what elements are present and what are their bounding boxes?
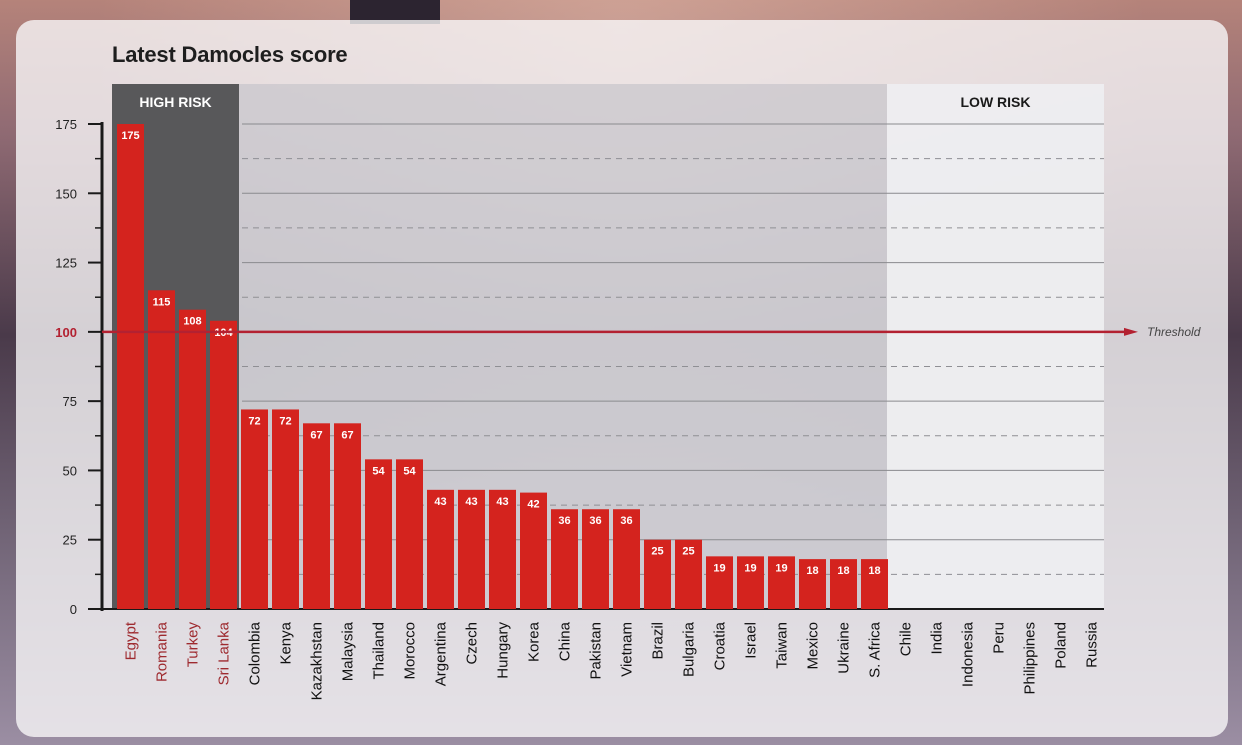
bar-value-label: 72 (279, 415, 291, 427)
bar (644, 539, 671, 609)
bar (179, 309, 206, 609)
x-tick-label: Colombia (247, 621, 264, 685)
bar-value-label: 19 (713, 562, 725, 574)
x-tick-label: Argentina (433, 621, 450, 686)
x-tick-label: Bulgaria (681, 621, 698, 677)
x-tick-label: Malaysia (340, 621, 357, 681)
x-tick-label: Romania (154, 621, 171, 682)
bar (830, 559, 857, 609)
bar (210, 320, 237, 609)
bar-value-label: 108 (183, 316, 201, 328)
y-tick-label: 50 (63, 463, 77, 478)
x-tick-label: Poland (1053, 622, 1070, 669)
bar-value-label: 19 (744, 562, 756, 574)
x-tick-label: Czech (464, 622, 481, 665)
y-tick-label: 125 (55, 256, 77, 271)
bar-value-label: 18 (806, 565, 818, 577)
bar (117, 124, 144, 609)
x-tick-label: India (929, 621, 946, 654)
x-tick-label: Korea (526, 621, 543, 662)
bar (861, 559, 888, 609)
bar-value-label: 18 (837, 565, 849, 577)
bar (675, 539, 702, 609)
x-tick-label: Taiwan (774, 622, 791, 669)
bar-value-label: 19 (775, 562, 787, 574)
x-tick-label: Kenya (278, 621, 295, 664)
y-tick-label: 0 (70, 602, 77, 617)
bar-value-label: 72 (248, 415, 260, 427)
bar-value-label: 36 (558, 515, 570, 527)
x-tick-label: Indonesia (960, 621, 977, 687)
x-tick-label: Hungary (495, 622, 512, 679)
y-tick-label: 100 (55, 325, 77, 340)
x-tick-label: Vietnam (619, 622, 636, 677)
bar (613, 509, 640, 609)
bar-value-label: 36 (589, 515, 601, 527)
x-tick-label: Russia (1084, 621, 1101, 668)
bar (241, 409, 268, 609)
chart-title: Latest Damocles score (112, 42, 348, 67)
bar (520, 492, 547, 609)
x-tick-label: Kazakhstan (309, 622, 326, 700)
x-tick-label: Egypt (123, 621, 140, 660)
x-tick-label: Thailand (371, 622, 388, 680)
bar-value-label: 67 (341, 429, 353, 441)
high-risk-label: HIGH RISK (139, 94, 211, 110)
x-tick-label: Philippines (1022, 622, 1039, 695)
bar (365, 459, 392, 609)
bar (396, 459, 423, 609)
bar (799, 559, 826, 609)
x-tick-label: Morocco (402, 622, 419, 680)
bar (272, 409, 299, 609)
bar (706, 556, 733, 609)
low-risk-label: LOW RISK (961, 94, 1031, 110)
x-tick-label: Peru (991, 622, 1008, 654)
x-tick-label: Brazil (650, 622, 667, 660)
y-tick-label: 150 (55, 186, 77, 201)
bar-value-label: 43 (465, 496, 477, 508)
x-tick-label: Ukraine (836, 622, 853, 674)
y-tick-label: 175 (55, 117, 77, 132)
bar (458, 489, 485, 609)
y-tick-label: 25 (63, 533, 77, 548)
threshold-arrow (1124, 327, 1138, 336)
x-tick-label: China (557, 621, 574, 661)
bar (582, 509, 609, 609)
x-tick-label: Mexico (805, 622, 822, 670)
bar (768, 556, 795, 609)
x-tick-label: S. Africa (867, 621, 884, 678)
bar (303, 423, 330, 609)
x-tick-label: Pakistan (588, 622, 605, 680)
y-tick-label: 75 (63, 394, 77, 409)
bar (737, 556, 764, 609)
x-tick-label: Croatia (712, 621, 729, 670)
bar-value-label: 25 (682, 546, 694, 558)
bar-value-label: 43 (496, 496, 508, 508)
bar (427, 489, 454, 609)
bar-value-label: 115 (153, 296, 171, 308)
bar-value-label: 175 (121, 130, 139, 142)
bar-value-label: 25 (651, 546, 663, 558)
low-risk-zone (887, 84, 1104, 609)
x-tick-label: Turkey (185, 622, 202, 668)
bar-value-label: 54 (372, 465, 385, 477)
threshold-label: Threshold (1147, 325, 1201, 339)
bar-value-label: 18 (868, 565, 880, 577)
bar-value-label: 36 (620, 515, 632, 527)
bar (334, 423, 361, 609)
bar-value-label: 67 (310, 429, 322, 441)
x-tick-label: Sri Lanka (216, 621, 233, 685)
bar-value-label: 43 (434, 496, 446, 508)
bar-value-label: 42 (527, 499, 539, 511)
bar-value-label: 54 (403, 465, 416, 477)
x-tick-label: Israel (743, 622, 760, 659)
bar (148, 290, 175, 609)
bar (489, 489, 516, 609)
bar (551, 509, 578, 609)
x-tick-label: Chile (898, 622, 915, 656)
